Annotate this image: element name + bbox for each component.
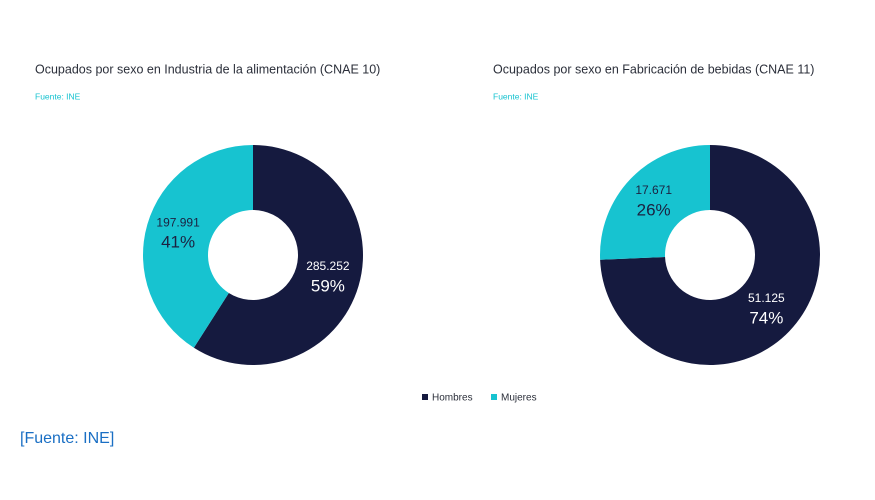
- chart-subtitle: Fuente: INE: [35, 91, 81, 101]
- legend-label: Mujeres: [501, 393, 537, 404]
- donut-segment: [600, 145, 821, 365]
- legend-swatch: [491, 394, 497, 400]
- percent-label: 41%: [161, 233, 195, 252]
- value-label: 285.252: [306, 259, 350, 273]
- footer: [Fuente: INE]: [20, 430, 114, 447]
- percent-label: 59%: [311, 276, 345, 295]
- legend-label: Hombres: [432, 393, 473, 404]
- chart-subtitle: Fuente: INE: [493, 91, 539, 101]
- chart-title: Ocupados por sexo en Fabricación de bebi…: [493, 62, 814, 76]
- donut-segment: [599, 145, 710, 260]
- donut-segment: [193, 145, 363, 365]
- value-label: 51.125: [748, 291, 785, 305]
- value-label: 197.991: [156, 215, 200, 229]
- chart-title: Ocupados por sexo en Industria de la ali…: [35, 62, 380, 76]
- donut-segment: [142, 144, 253, 348]
- percent-label: 74%: [749, 308, 783, 327]
- legend-swatch: [422, 394, 428, 400]
- percent-label: 26%: [637, 201, 671, 220]
- value-label: 17.671: [635, 183, 672, 197]
